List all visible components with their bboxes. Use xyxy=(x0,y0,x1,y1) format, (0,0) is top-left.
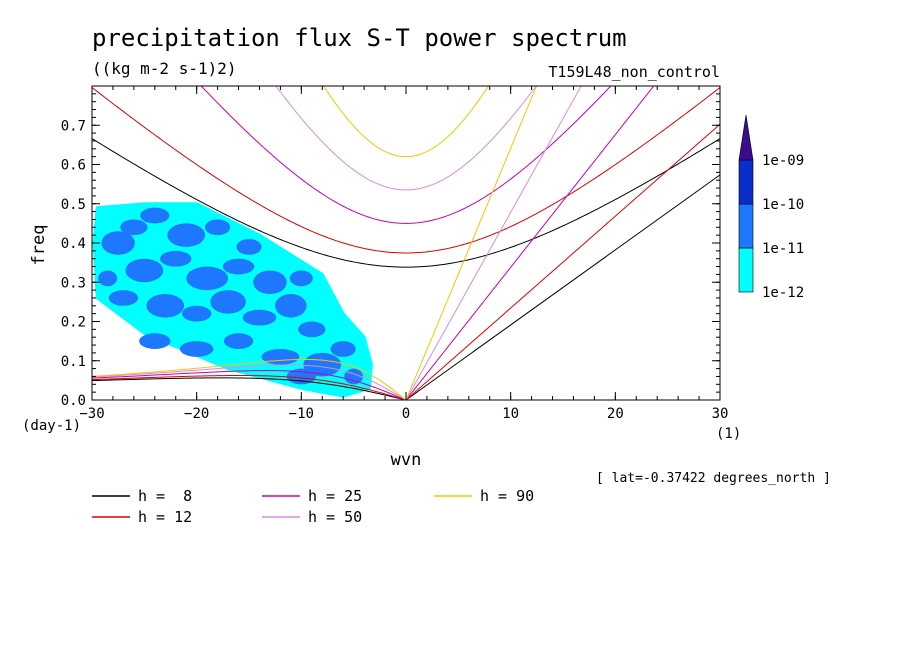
contour-1e-11-patch xyxy=(222,258,255,275)
x-axis-label: wvn xyxy=(391,450,422,470)
curve-h8-rossby xyxy=(92,377,407,400)
curve-h50-rossby xyxy=(92,364,407,400)
contour-1e-11-patch xyxy=(210,290,246,314)
colorbar-segment xyxy=(738,247,754,293)
curve-legend: h = 8 h = 12 h = 25 h = 50 h = 90 xyxy=(92,487,534,526)
curve-h50-kelvin xyxy=(405,86,582,400)
curve-h90-rossby xyxy=(92,358,407,400)
contour-1e-11-patch xyxy=(261,348,300,365)
contour-1e-11-patch xyxy=(125,258,164,283)
contour-1e-11-patch xyxy=(242,309,277,326)
y-tick-label: 0.3 xyxy=(61,275,86,291)
x-tick-label: 0 xyxy=(402,406,410,422)
contour-1e-11-patch xyxy=(140,207,170,224)
contour-1e-11-patch xyxy=(160,250,192,267)
contour-1e-11-patch xyxy=(223,333,254,349)
contour-1e-11-patch xyxy=(253,270,287,295)
colorbar-arrow xyxy=(738,114,754,161)
contour-1e-11-patch xyxy=(139,333,171,349)
x-tick-label: −20 xyxy=(184,406,209,422)
curve-h25-ig xyxy=(200,86,612,224)
colorbar-label: 1e-11 xyxy=(762,241,804,257)
power-contours xyxy=(92,202,373,398)
x-unit-label: (1) xyxy=(716,426,741,442)
contour-1e-11-patch xyxy=(298,321,326,338)
contour-1e-11-patch xyxy=(167,223,206,247)
contour-1e-11-patch xyxy=(146,294,185,318)
chart-units: ((kg m-2 s-1)2) xyxy=(92,59,237,78)
legend-label-h8: h = 8 xyxy=(138,487,192,505)
colorbar-label: 1e-10 xyxy=(762,197,804,213)
y-unit-label: (day-1) xyxy=(22,418,81,434)
x-tick-label: 10 xyxy=(502,406,519,422)
color-legend: 1e-12 1e-11 1e-10 1e-09 xyxy=(738,114,804,301)
x-tick-label: −10 xyxy=(289,406,314,422)
contour-1e-11-patch xyxy=(101,231,135,255)
contour-1e-11-patch xyxy=(330,341,356,357)
contour-1e-11-patch xyxy=(120,219,148,236)
y-axis-label: freq xyxy=(29,225,49,266)
legend-label-h25: h = 25 xyxy=(308,487,362,505)
contour-1e-11-patch xyxy=(98,270,118,287)
y-tick-label: 0.2 xyxy=(61,315,86,331)
contour-1e-11-patch xyxy=(289,270,313,287)
colorbar-segment xyxy=(738,159,754,205)
curve-h12-rossby xyxy=(92,374,407,400)
curve-h25-rossby xyxy=(92,370,407,400)
contour-1e-11-patch xyxy=(108,290,139,306)
contour-1e-11-patch xyxy=(205,219,231,236)
dispersion-curves xyxy=(92,86,720,400)
curve-h90-kelvin xyxy=(405,86,538,400)
y-tick-label: 0.0 xyxy=(61,393,86,409)
x-tick-label: −30 xyxy=(79,406,104,422)
y-tick-label: 0.4 xyxy=(61,236,86,252)
curve-h50-ig xyxy=(275,86,537,191)
y-tick-label: 0.6 xyxy=(61,158,86,174)
colorbar-segment xyxy=(738,203,754,249)
colorbar-label: 1e-09 xyxy=(762,153,804,169)
contour-1e-11-patch xyxy=(182,305,212,322)
curve-h8-kelvin xyxy=(405,174,720,400)
latitude-note: [ lat=-0.37422 degrees_north ] xyxy=(596,471,831,486)
x-tick-label: 20 xyxy=(607,406,624,422)
contour-1e-11-patch xyxy=(186,266,229,291)
colorbar-label: 1e-12 xyxy=(762,285,804,301)
legend-label-h12: h = 12 xyxy=(138,508,192,526)
run-name: T159L48_non_control xyxy=(548,63,720,81)
contour-1e-11-patch xyxy=(303,352,342,377)
curve-h90-ig xyxy=(322,86,490,158)
y-ticks: 0.0 0.1 0.2 0.3 0.4 0.5 0.6 0.7 xyxy=(61,93,720,409)
curve-h25-kelvin xyxy=(405,86,655,400)
y-tick-label: 0.5 xyxy=(61,197,86,213)
contour-1e-11-patch xyxy=(275,294,307,318)
x-ticks: −30 −20 −10 0 10 20 30 xyxy=(79,86,728,422)
legend-label-h90: h = 90 xyxy=(480,487,534,505)
contour-1e-11-patch xyxy=(236,239,262,255)
curve-h12-kelvin xyxy=(405,123,720,400)
y-tick-label: 0.1 xyxy=(61,354,86,370)
curve-h12-ig xyxy=(92,87,720,254)
contour-1e-11-patch xyxy=(179,341,214,357)
legend-label-h50: h = 50 xyxy=(308,508,362,526)
curve-h8-ig xyxy=(92,138,720,268)
y-tick-label: 0.7 xyxy=(61,118,86,134)
chart-title: precipitation flux S-T power spectrum xyxy=(92,24,627,52)
x-tick-label: 30 xyxy=(712,406,729,422)
